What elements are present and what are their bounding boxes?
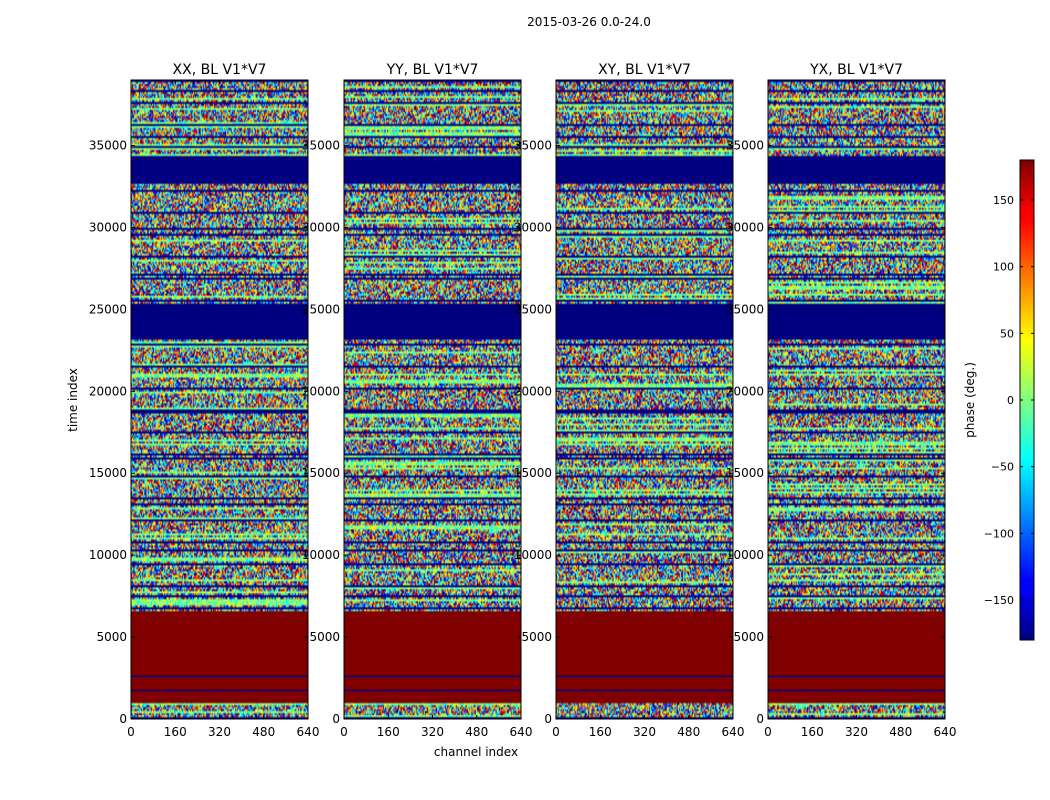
x-tick-label: 640 — [722, 725, 745, 739]
y-tick-label: 20000 — [89, 384, 127, 398]
x-tick-label: 320 — [845, 725, 868, 739]
x-tick-label: 0 — [764, 725, 772, 739]
x-tick-label: 320 — [208, 725, 231, 739]
x-tick-label: 0 — [340, 725, 348, 739]
y-tick-label: 35000 — [302, 139, 340, 153]
y-tick-label: 15000 — [514, 466, 552, 480]
x-tick-label: 640 — [510, 725, 533, 739]
y-tick-label: 5000 — [309, 630, 340, 644]
y-tick-label: 30000 — [726, 220, 764, 234]
x-tick-label: 0 — [552, 725, 560, 739]
y-tick-label: 5000 — [521, 630, 552, 644]
x-tick-label: 320 — [421, 725, 444, 739]
y-tick-label: 0 — [544, 712, 552, 726]
x-tick-label: 160 — [801, 725, 824, 739]
panel-3: XY, BL V1*V7 0 160 320 480 640 0 5000 10000 15000… — [514, 62, 745, 739]
y-tick-label: 0 — [756, 712, 764, 726]
panel-title: XX, BL V1*V7 — [173, 62, 267, 78]
colorbar-label: phase (deg.) — [963, 362, 977, 438]
y-tick-label: 30000 — [514, 220, 552, 234]
y-tick-label: 35000 — [89, 139, 127, 153]
y-axis-label: time index — [66, 368, 80, 432]
y-tick-label: 25000 — [302, 302, 340, 316]
y-tick-label: 35000 — [726, 139, 764, 153]
y-tick-label: 25000 — [89, 302, 127, 316]
panel-title: XY, BL V1*V7 — [598, 62, 691, 78]
y-tick-label: 0 — [332, 712, 340, 726]
x-tick-label: 0 — [127, 725, 135, 739]
y-tick-label: 30000 — [302, 220, 340, 234]
y-tick-label: 20000 — [726, 384, 764, 398]
panel-title: YX, BL V1*V7 — [809, 62, 903, 78]
x-tick-label: 160 — [377, 725, 400, 739]
x-tick-label: 640 — [934, 725, 957, 739]
x-tick-label: 480 — [677, 725, 700, 739]
y-tick-label: 10000 — [514, 548, 552, 562]
y-tick-label: 20000 — [514, 384, 552, 398]
y-tick-label: 10000 — [726, 548, 764, 562]
x-tick-label: 480 — [465, 725, 488, 739]
x-tick-label: 160 — [164, 725, 187, 739]
y-tick-label: 5000 — [733, 630, 764, 644]
x-tick-label: 480 — [889, 725, 912, 739]
heatmap-image — [556, 80, 733, 719]
colorbar: −150 −100 −50 0 50 100 150 phase (deg.) — [963, 159, 1035, 641]
y-tick-label: 20000 — [302, 384, 340, 398]
panel-2: YY, BL V1*V7 0 160 320 480 640 0 5000 10000 15000… — [302, 62, 533, 739]
x-tick-label: 480 — [252, 725, 275, 739]
colorbar-tick-label: 100 — [993, 261, 1014, 274]
x-tick-label: 640 — [297, 725, 320, 739]
y-tick-label: 30000 — [89, 220, 127, 234]
figure-title: 2015-03-26 0.0-24.0 — [527, 15, 651, 29]
heatmap-image — [131, 80, 308, 719]
colorbar-tick-label: 0 — [1007, 394, 1014, 407]
y-tick-label: 10000 — [89, 548, 127, 562]
x-tick-label: 160 — [589, 725, 612, 739]
y-tick-label: 10000 — [302, 548, 340, 562]
colorbar-tick-label: 50 — [1000, 327, 1014, 340]
y-tick-label: 15000 — [726, 466, 764, 480]
panel-4: YX, BL V1*V7 0 160 320 480 640 0 5000 10000 15000… — [726, 62, 957, 739]
colorbar-tick-label: −50 — [991, 461, 1014, 474]
colorbar-ticks: −150 −100 −50 0 50 100 150 — [984, 194, 1034, 607]
panel-title: YY, BL V1*V7 — [386, 62, 479, 78]
panels: XX, BL V1*V7 0 160 320 480 640 0 5000 10000 15000… — [89, 62, 957, 739]
y-tick-label: 15000 — [89, 466, 127, 480]
y-tick-label: 15000 — [302, 466, 340, 480]
y-tick-label: 5000 — [96, 630, 127, 644]
colorbar-tick-label: −150 — [984, 594, 1014, 607]
x-axis-label: channel index — [434, 745, 518, 759]
y-tick-label: 25000 — [514, 302, 552, 316]
heatmap-image — [768, 80, 945, 719]
y-tick-label: 35000 — [514, 139, 552, 153]
colorbar-tick-label: −100 — [984, 527, 1014, 540]
panel-1: XX, BL V1*V7 0 160 320 480 640 0 5000 10000 15000… — [89, 62, 320, 739]
x-tick-label: 320 — [633, 725, 656, 739]
y-tick-label: 25000 — [726, 302, 764, 316]
y-tick-label: 0 — [119, 712, 127, 726]
colorbar-tick-label: 150 — [993, 194, 1014, 207]
heatmap-image — [344, 80, 521, 719]
